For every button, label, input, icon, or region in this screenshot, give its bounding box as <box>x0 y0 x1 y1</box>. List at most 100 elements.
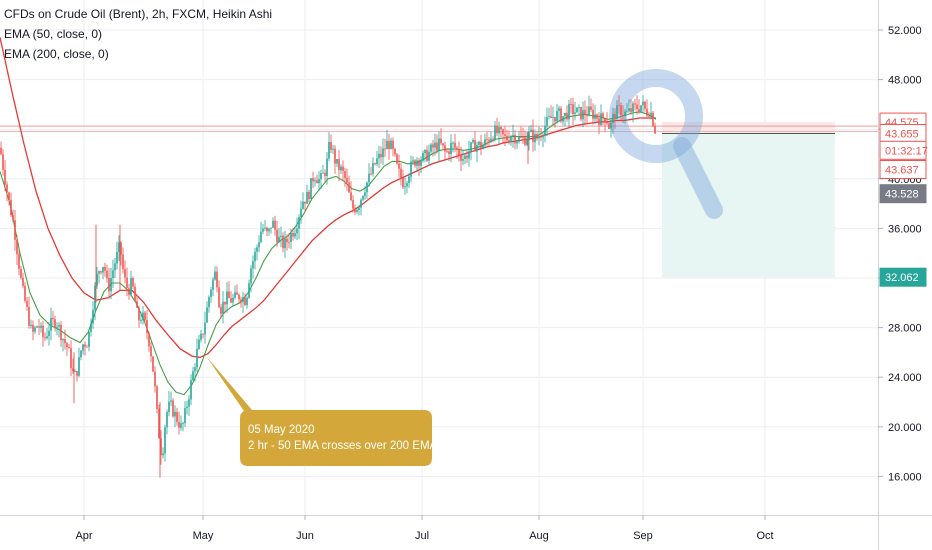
price-tag[interactable]: 43.655 <box>879 124 927 143</box>
candle-body[interactable] <box>222 301 224 314</box>
candle-body[interactable] <box>484 139 486 146</box>
candle-body[interactable] <box>238 294 240 300</box>
candle-body[interactable] <box>644 101 646 109</box>
candle-body[interactable] <box>654 125 656 134</box>
candle-body[interactable] <box>620 105 622 115</box>
candle-body[interactable] <box>448 151 450 154</box>
candle-body[interactable] <box>274 220 276 230</box>
candle-body[interactable] <box>54 319 56 328</box>
candle-body[interactable] <box>610 123 612 129</box>
candle-body[interactable] <box>282 235 284 249</box>
candle-body[interactable] <box>84 344 86 347</box>
candle-body[interactable] <box>452 142 454 144</box>
heikin-ashi-candles[interactable] <box>0 95 656 478</box>
candle-body[interactable] <box>230 298 232 303</box>
candle-body[interactable] <box>254 251 256 262</box>
candle-body[interactable] <box>422 153 424 161</box>
candle-body[interactable] <box>226 291 228 305</box>
price-tag[interactable]: 01:32:17 <box>879 140 928 160</box>
candle-body[interactable] <box>42 325 44 338</box>
candle-body[interactable] <box>246 297 248 306</box>
candle-body[interactable] <box>48 330 50 337</box>
candle-body[interactable] <box>174 411 176 417</box>
candle-body[interactable] <box>516 141 518 144</box>
candle-body[interactable] <box>8 192 10 200</box>
candle-body[interactable] <box>228 291 230 299</box>
candle-body[interactable] <box>416 160 418 166</box>
candle-body[interactable] <box>514 134 516 144</box>
candle-body[interactable] <box>602 113 604 119</box>
candle-body[interactable] <box>302 201 304 209</box>
candle-body[interactable] <box>166 412 168 428</box>
candle-body[interactable] <box>320 173 322 180</box>
candle-body[interactable] <box>470 142 472 152</box>
candle-body[interactable] <box>202 333 204 335</box>
candle-body[interactable] <box>510 137 512 142</box>
candle-body[interactable] <box>272 220 274 228</box>
candle-body[interactable] <box>2 154 4 170</box>
candle-body[interactable] <box>434 142 436 148</box>
candle-body[interactable] <box>626 111 628 113</box>
candle-body[interactable] <box>486 139 488 140</box>
candle-body[interactable] <box>14 220 16 240</box>
candle-body[interactable] <box>142 312 144 320</box>
candle-body[interactable] <box>652 112 654 126</box>
candle-body[interactable] <box>456 147 458 150</box>
candle-body[interactable] <box>650 112 652 117</box>
candle-body[interactable] <box>104 267 106 271</box>
x-axis-ticks[interactable]: Apr May Jun Jul Aug Sep Oct <box>75 515 774 542</box>
candle-body[interactable] <box>256 247 258 252</box>
candle-body[interactable] <box>138 307 140 321</box>
candle-body[interactable] <box>88 331 90 347</box>
candle-body[interactable] <box>400 168 402 178</box>
candle-body[interactable] <box>16 239 18 255</box>
candle-body[interactable] <box>304 201 306 204</box>
candle-body[interactable] <box>376 158 378 165</box>
candle-body[interactable] <box>218 287 220 308</box>
candle-body[interactable] <box>124 269 126 278</box>
candle-body[interactable] <box>314 180 316 182</box>
candle-body[interactable] <box>50 317 52 331</box>
candle-body[interactable] <box>576 107 578 113</box>
candle-body[interactable] <box>92 309 94 324</box>
candle-body[interactable] <box>606 122 608 124</box>
candle-body[interactable] <box>72 368 74 372</box>
candle-body[interactable] <box>288 242 290 243</box>
candle-body[interactable] <box>612 113 614 123</box>
candle-body[interactable] <box>80 350 82 358</box>
candle-body[interactable] <box>636 104 638 110</box>
candle-body[interactable] <box>286 238 288 242</box>
candle-body[interactable] <box>52 317 54 320</box>
candle-body[interactable] <box>598 118 600 126</box>
take-profit-zone[interactable] <box>662 133 835 278</box>
candle-body[interactable] <box>242 297 244 303</box>
candle-body[interactable] <box>308 192 310 200</box>
candle-body[interactable] <box>530 129 532 132</box>
candle-body[interactable] <box>352 200 354 209</box>
candle-body[interactable] <box>66 343 68 348</box>
candle-body[interactable] <box>136 301 138 308</box>
candle-body[interactable] <box>264 227 266 229</box>
candle-body[interactable] <box>490 138 492 142</box>
candle-body[interactable] <box>208 297 210 308</box>
candle-body[interactable] <box>524 137 526 145</box>
candle-body[interactable] <box>340 166 342 171</box>
candle-body[interactable] <box>444 145 446 152</box>
candle-body[interactable] <box>260 231 262 243</box>
candle-body[interactable] <box>318 179 320 184</box>
candle-body[interactable] <box>168 401 170 412</box>
candle-body[interactable] <box>154 371 156 387</box>
candle-body[interactable] <box>372 163 374 174</box>
candle-body[interactable] <box>130 278 132 295</box>
candle-body[interactable] <box>290 233 292 242</box>
candle-body[interactable] <box>114 263 116 271</box>
ema-200-legend[interactable]: EMA (200, close, 0) <box>4 47 109 61</box>
candle-body[interactable] <box>198 339 200 349</box>
price-tag[interactable]: 43.528 <box>879 184 927 204</box>
candle-body[interactable] <box>310 178 312 199</box>
candle-body[interactable] <box>640 105 642 112</box>
candle-body[interactable] <box>436 142 438 151</box>
candle-body[interactable] <box>552 116 554 118</box>
